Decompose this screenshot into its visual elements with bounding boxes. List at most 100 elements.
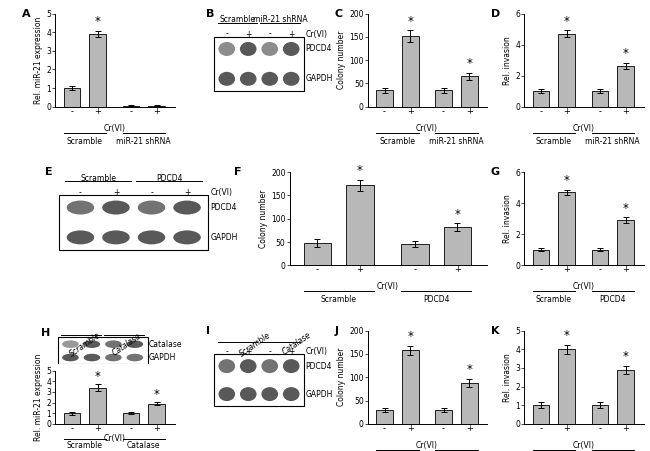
Text: Catalase: Catalase xyxy=(149,340,183,349)
Ellipse shape xyxy=(127,354,143,361)
Ellipse shape xyxy=(283,359,300,373)
Text: J: J xyxy=(335,326,339,336)
Text: PDCD4: PDCD4 xyxy=(306,362,332,371)
Text: Catalase: Catalase xyxy=(280,331,313,357)
Bar xyxy=(89,387,106,424)
Text: +: + xyxy=(288,347,294,356)
Text: miR-21 shRNA: miR-21 shRNA xyxy=(429,137,484,146)
Ellipse shape xyxy=(174,230,201,244)
Text: PDCD4: PDCD4 xyxy=(306,45,332,54)
Text: Scramble: Scramble xyxy=(68,331,103,359)
Bar xyxy=(592,91,608,107)
Text: +: + xyxy=(113,188,119,197)
Y-axis label: Rel. miR-21 expression: Rel. miR-21 expression xyxy=(34,17,44,104)
Text: *: * xyxy=(466,364,472,377)
Ellipse shape xyxy=(62,354,79,361)
Ellipse shape xyxy=(240,72,257,86)
Ellipse shape xyxy=(84,341,100,348)
Text: GAPDH: GAPDH xyxy=(306,74,333,83)
Text: +: + xyxy=(245,347,252,356)
Text: GAPDH: GAPDH xyxy=(149,353,176,362)
Bar xyxy=(558,192,575,265)
Text: Cr(VI): Cr(VI) xyxy=(572,124,594,133)
Y-axis label: Rel. invasion: Rel. invasion xyxy=(503,353,512,402)
Ellipse shape xyxy=(283,387,300,401)
Ellipse shape xyxy=(138,230,165,244)
Y-axis label: Colony number: Colony number xyxy=(337,31,346,89)
Ellipse shape xyxy=(283,72,300,86)
Text: *: * xyxy=(408,14,413,28)
Ellipse shape xyxy=(283,42,300,56)
Text: Scramble: Scramble xyxy=(536,295,572,304)
Text: Cr(VI): Cr(VI) xyxy=(416,441,438,450)
Text: F: F xyxy=(235,167,242,177)
Text: Cr(VI): Cr(VI) xyxy=(376,282,398,291)
Text: D: D xyxy=(491,9,500,19)
Text: *: * xyxy=(623,202,629,215)
Text: *: * xyxy=(454,207,460,221)
Text: PDCD4: PDCD4 xyxy=(423,295,450,304)
Text: Scramble: Scramble xyxy=(220,15,255,24)
Text: Cr(VI): Cr(VI) xyxy=(306,347,327,356)
Text: *: * xyxy=(408,330,413,343)
Bar xyxy=(401,244,429,265)
Ellipse shape xyxy=(102,201,130,215)
Text: +: + xyxy=(184,188,190,197)
Bar xyxy=(402,36,419,107)
Ellipse shape xyxy=(218,387,235,401)
Ellipse shape xyxy=(67,230,94,244)
Ellipse shape xyxy=(62,341,79,348)
Ellipse shape xyxy=(261,72,278,86)
Text: A: A xyxy=(22,9,31,19)
Ellipse shape xyxy=(67,201,94,215)
Text: G: G xyxy=(491,167,500,177)
Bar xyxy=(376,91,393,107)
Y-axis label: Rel. miR-21 expression: Rel. miR-21 expression xyxy=(34,354,44,441)
Bar xyxy=(64,413,80,424)
Bar xyxy=(558,350,575,424)
Text: -: - xyxy=(268,30,271,38)
Bar xyxy=(558,34,575,107)
Text: Cr(VI): Cr(VI) xyxy=(103,433,125,442)
Ellipse shape xyxy=(240,387,257,401)
Ellipse shape xyxy=(261,359,278,373)
Ellipse shape xyxy=(84,354,100,361)
Ellipse shape xyxy=(127,341,143,348)
Bar xyxy=(402,350,419,424)
Text: PDCD4: PDCD4 xyxy=(599,295,626,304)
Text: Scramble: Scramble xyxy=(67,137,103,146)
Text: *: * xyxy=(564,174,569,187)
Bar xyxy=(532,405,549,424)
Text: miR-21 shRNA: miR-21 shRNA xyxy=(586,137,640,146)
Bar xyxy=(123,413,139,424)
Bar xyxy=(58,337,148,364)
Text: *: * xyxy=(466,57,472,70)
Bar xyxy=(304,243,331,265)
Text: K: K xyxy=(491,326,499,336)
Text: *: * xyxy=(153,388,159,401)
Text: *: * xyxy=(623,47,629,60)
Text: +: + xyxy=(288,30,294,38)
Ellipse shape xyxy=(174,201,201,215)
Text: Scramble: Scramble xyxy=(237,331,272,359)
Ellipse shape xyxy=(138,201,165,215)
Text: *: * xyxy=(564,329,569,342)
Y-axis label: Rel. invasion: Rel. invasion xyxy=(503,36,512,84)
Ellipse shape xyxy=(240,359,257,373)
Text: Cr(VI): Cr(VI) xyxy=(416,124,438,133)
Bar xyxy=(532,250,549,265)
Text: B: B xyxy=(205,9,214,19)
Text: C: C xyxy=(335,9,343,19)
Text: Cr(VI): Cr(VI) xyxy=(103,124,125,133)
Bar xyxy=(618,370,634,424)
Text: Scramble: Scramble xyxy=(380,137,415,146)
Bar xyxy=(64,88,80,107)
Bar xyxy=(618,220,634,265)
Text: *: * xyxy=(95,15,101,28)
Text: PDCD4: PDCD4 xyxy=(156,174,183,183)
Ellipse shape xyxy=(218,359,235,373)
Y-axis label: Colony number: Colony number xyxy=(259,189,268,248)
Bar xyxy=(89,34,106,107)
Bar xyxy=(592,405,608,424)
Text: -: - xyxy=(79,188,82,197)
